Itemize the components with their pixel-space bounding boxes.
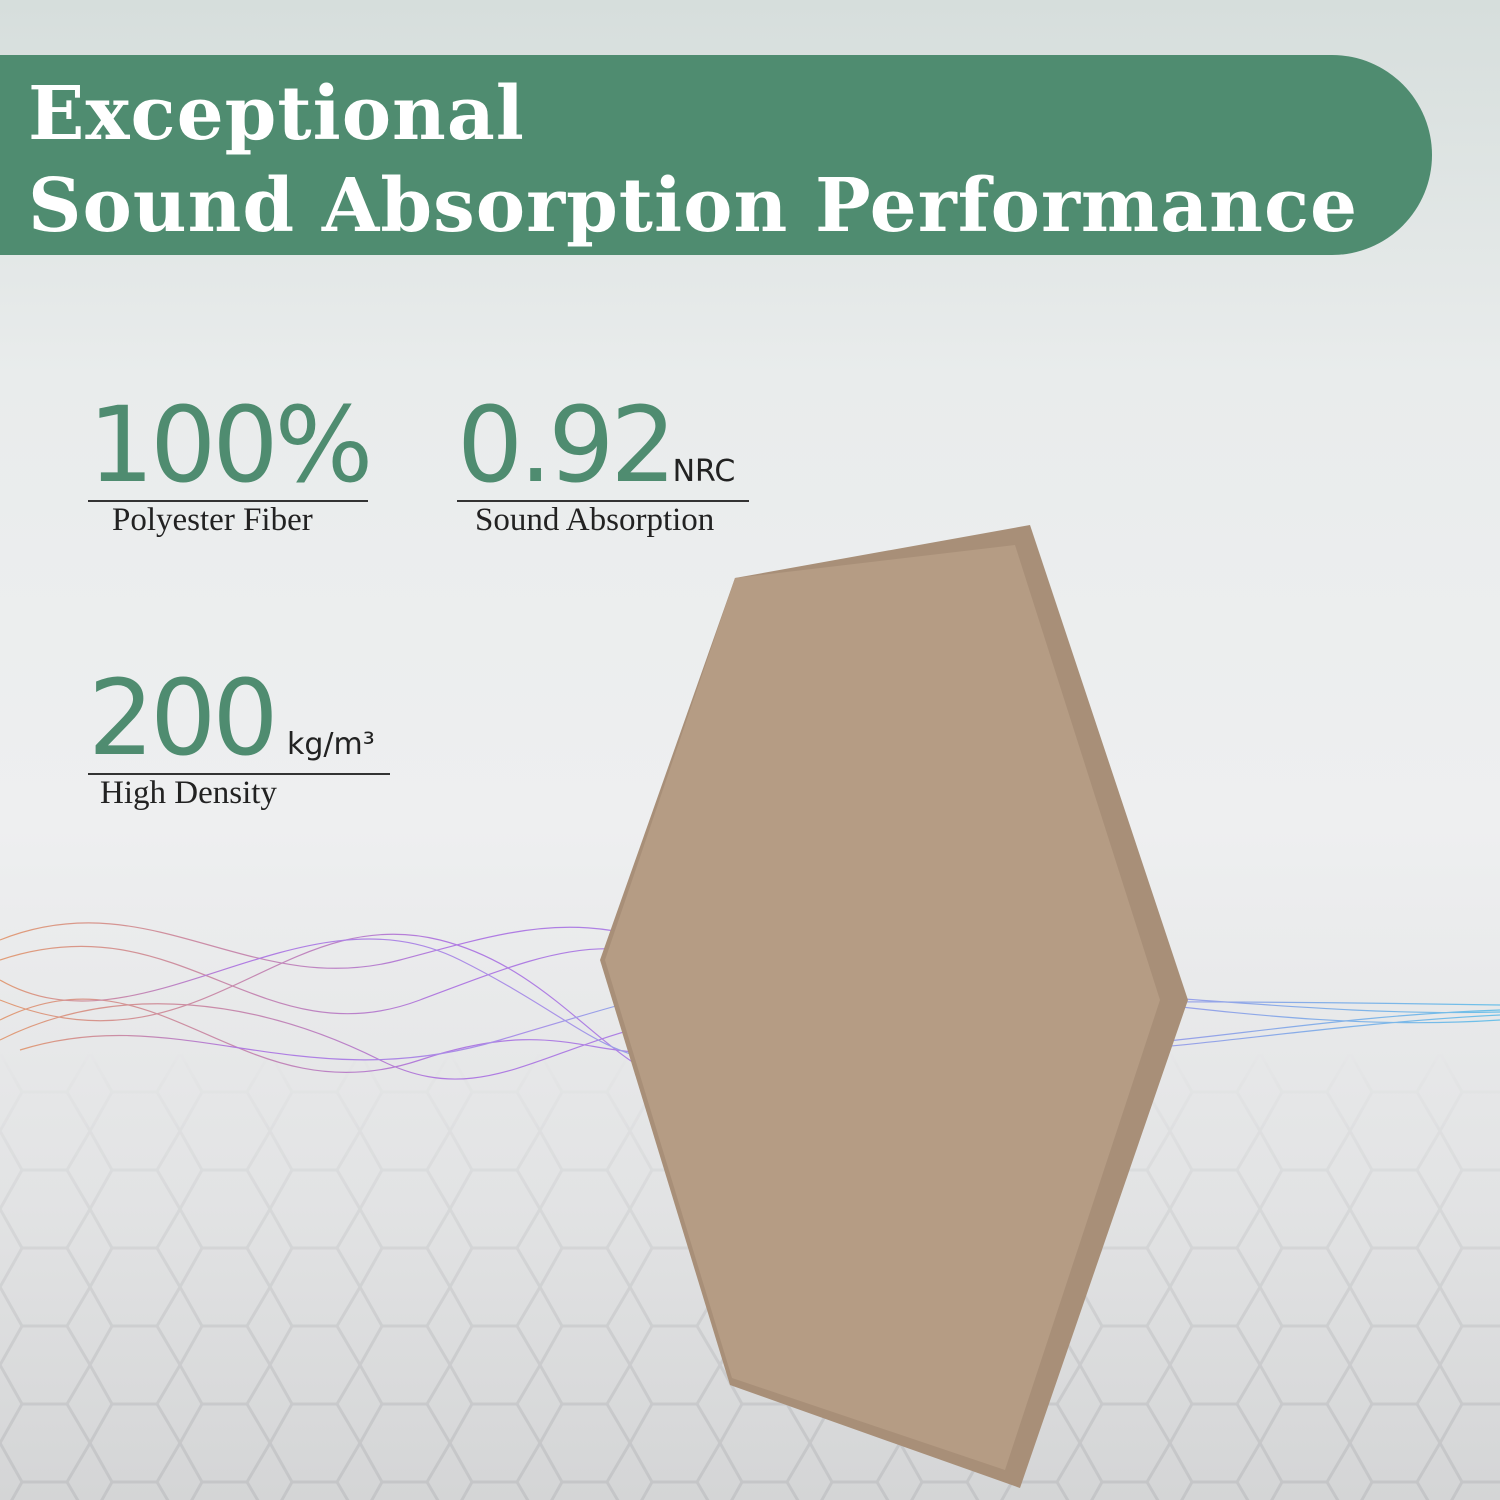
stat-density: 200 kg/m³ High Density	[88, 663, 390, 812]
divider	[457, 500, 749, 502]
divider	[88, 773, 390, 775]
stat-value: 0.92	[457, 384, 677, 506]
hexagon-acoustic-panel	[600, 525, 1188, 1488]
title-line-2: Sound Absorption Performance	[28, 163, 1359, 249]
stat-polyester: 100% Polyester Fiber	[88, 390, 373, 539]
stat-caption: Sound Absorption	[475, 502, 715, 538]
title-banner	[0, 55, 1432, 255]
page-title: Exceptional Sound Absorption Performance	[28, 68, 1358, 252]
title-line-1: Exceptional	[28, 71, 525, 157]
stat-nrc: 0.92NRC Sound Absorption	[457, 390, 749, 539]
stat-caption: Polyester Fiber	[112, 502, 313, 538]
stat-unit: NRC	[672, 454, 736, 489]
stat-unit: kg/m³	[286, 727, 375, 762]
stat-value: 100%	[88, 384, 373, 506]
divider	[88, 500, 368, 502]
stat-value: 200	[88, 657, 279, 779]
stat-caption: High Density	[100, 775, 277, 811]
